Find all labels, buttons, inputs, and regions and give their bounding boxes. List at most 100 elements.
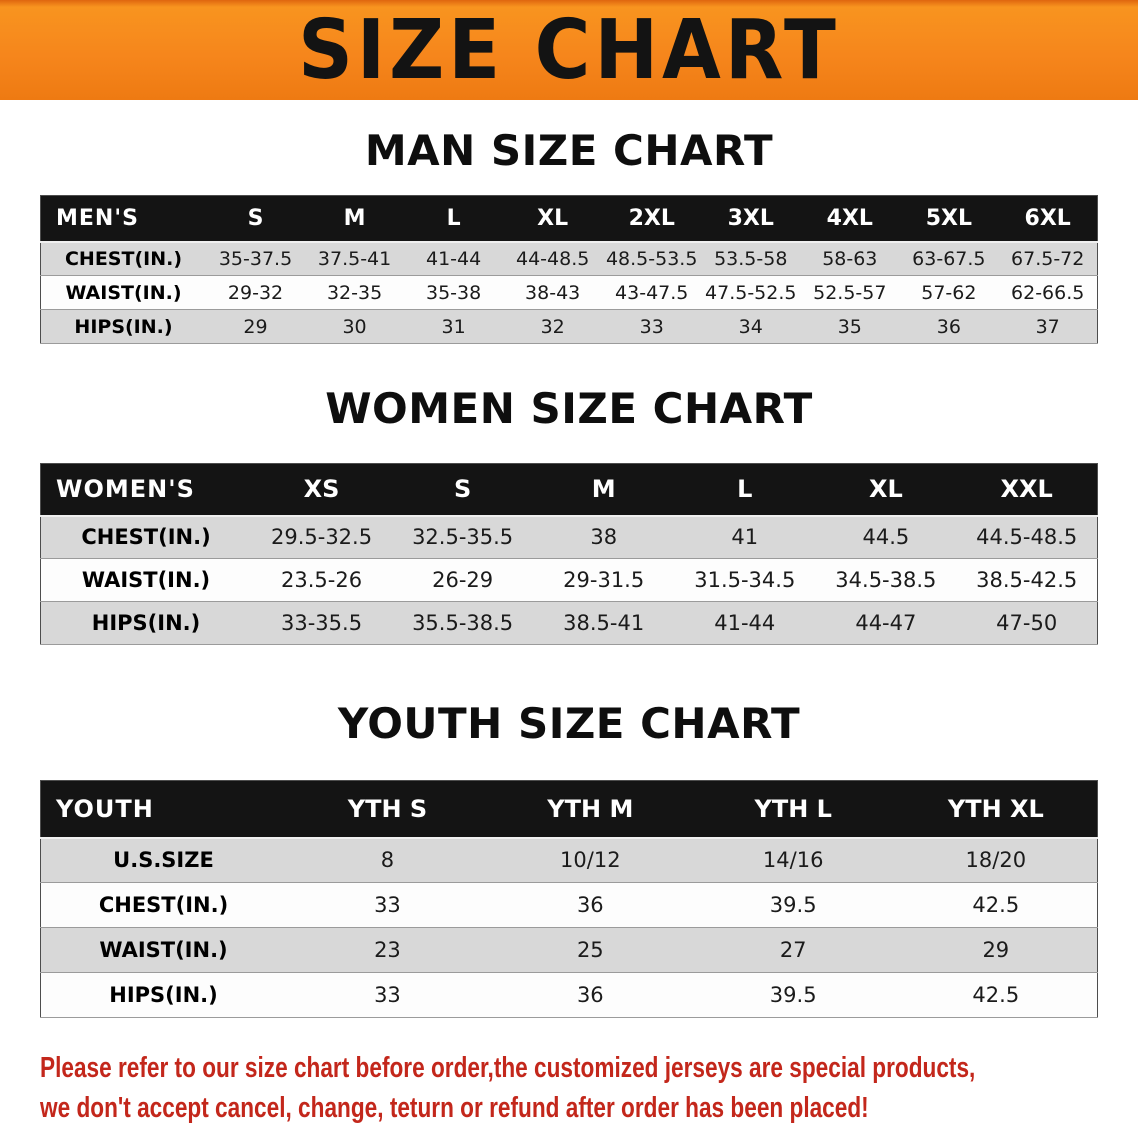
size-value-cell: 29 — [243, 315, 268, 338]
size-value-cell: 33-35.5 — [281, 611, 363, 635]
size-value-cell: 41 — [731, 525, 759, 550]
measurement-label-cell: WAIST(IN.) — [65, 281, 182, 304]
size-value-cell: 44-48.5 — [515, 247, 590, 270]
size-value-cell: 14/16 — [762, 848, 824, 873]
size-value-cell: 37 — [1035, 315, 1060, 338]
size-value-cell: 31 — [441, 315, 466, 338]
size-header-row: YOUTH YTH S YTH M YTH L YTH XL — [40, 780, 1098, 839]
measurement-label-cell: HIPS(IN.) — [109, 983, 218, 1007]
size-value-cell: 35-38 — [426, 281, 482, 304]
size-header-cell: 4XL — [800, 195, 900, 243]
measurement-row: CHEST(IN.) 33 36 39.5 42.5 — [40, 882, 1098, 928]
size-value-cell: 35 — [837, 315, 862, 338]
size-value-cell: 34 — [738, 315, 763, 338]
size-value-cell: 33 — [639, 315, 664, 338]
disclaimer-line-2: we don't accept cancel, change, teturn o… — [40, 1092, 869, 1125]
size-value-cell: 41-44 — [426, 247, 482, 270]
size-value-cell: 57-62 — [921, 281, 977, 304]
size-header-cell: YTH S — [286, 780, 489, 839]
measurement-label-cell: CHEST(IN.) — [64, 247, 183, 270]
size-header-cell: S — [392, 463, 534, 517]
size-value-cell: 41-44 — [714, 611, 776, 635]
size-header-cell: 2XL — [602, 195, 702, 243]
size-value-cell: 36 — [936, 315, 961, 338]
men-size-table: MEN'S S M L XL 2XL 3XL 4XL 5XL 6XL CHEST(IN.) 35-37… — [40, 195, 1098, 344]
size-header-cell: M — [305, 195, 405, 243]
size-value-cell: 67.5-72 — [1011, 247, 1085, 270]
size-header-cell: XL — [503, 195, 603, 243]
measurement-row: WAIST(IN.) 29-32 32-35 35-38 38-43 43-47.5 47.… — [40, 275, 1098, 310]
measurement-label-cell: CHEST(IN.) — [98, 893, 229, 917]
measurement-label-cell: HIPS(IN.) — [74, 315, 173, 338]
table-title-cell: WOMEN'S — [40, 463, 251, 517]
men-section-heading: MAN SIZE CHART — [364, 126, 774, 175]
size-value-cell: 37.5-41 — [317, 247, 392, 270]
measurement-row: U.S.SIZE 8 10/12 14/16 18/20 — [40, 837, 1098, 883]
size-header-cell: XL — [815, 463, 957, 517]
size-value-cell: 30 — [342, 315, 367, 338]
measurement-label-cell: U.S.SIZE — [113, 848, 214, 873]
page-title: SIZE CHART — [298, 1, 840, 98]
disclaimer: Please refer to our size chart before or… — [40, 1048, 1138, 1128]
size-value-cell: 26-29 — [432, 568, 494, 592]
size-value-cell: 47.5-52.5 — [705, 281, 797, 304]
size-value-cell: 43-47.5 — [615, 281, 689, 304]
size-value-cell: 44.5-48.5 — [976, 525, 1078, 550]
banner: SIZE CHART — [0, 0, 1138, 100]
size-header-cell: S — [206, 195, 306, 243]
size-value-cell: 29.5-32.5 — [270, 525, 373, 550]
size-value-cell: 31.5-34.5 — [694, 568, 796, 592]
size-value-cell: 38.5-42.5 — [976, 568, 1078, 592]
size-header-cell: YTH M — [488, 780, 692, 839]
measurement-label-cell: HIPS(IN.) — [91, 611, 201, 635]
size-value-cell: 38.5-41 — [563, 611, 645, 635]
size-value-cell: 53.5-58 — [714, 247, 788, 270]
size-header-cell: XXL — [956, 463, 1098, 517]
youth-section-heading: YOUTH SIZE CHART — [337, 699, 801, 748]
size-value-cell: 36 — [576, 893, 604, 917]
table-title-cell: MEN'S — [40, 195, 206, 243]
women-size-section: WOMEN SIZE CHART WOMEN'S XS S M L XL XXL CHEST(… — [0, 344, 1138, 645]
measurement-row: CHEST(IN.) 35-37.5 37.5-41 41-44 44-48.5 48.5… — [40, 241, 1098, 276]
size-value-cell: 8 — [380, 848, 395, 873]
size-value-cell: 39.5 — [769, 983, 817, 1007]
women-size-table: WOMEN'S XS S M L XL XXL CHEST(IN.) 29.5-32.5 32.5… — [40, 463, 1098, 645]
measurement-row: WAIST(IN.) 23.5-26 26-29 29-31.5 31.5-34.5 34… — [40, 558, 1098, 602]
size-value-cell: 38-43 — [525, 281, 581, 304]
size-header-cell: 6XL — [998, 195, 1098, 243]
men-size-section: MAN SIZE CHART MEN'S S M L XL 2XL 3XL 4XL 5XL 6XL… — [0, 100, 1138, 344]
size-header-cell: M — [533, 463, 675, 517]
youth-size-section: YOUTH SIZE CHART YOUTH YTH S YTH M YTH L YTH… — [0, 645, 1138, 1018]
size-value-cell: 23 — [374, 938, 401, 962]
size-value-cell: 47-50 — [996, 611, 1058, 635]
size-value-cell: 58-63 — [822, 247, 878, 270]
size-value-cell: 38 — [590, 525, 618, 550]
size-value-cell: 52.5-57 — [813, 281, 887, 304]
size-value-cell: 32 — [540, 315, 565, 338]
table-title-cell: YOUTH — [40, 780, 286, 839]
size-header-cell: L — [674, 463, 816, 517]
size-value-cell: 34.5-38.5 — [835, 568, 937, 592]
size-value-cell: 29-32 — [227, 281, 284, 304]
size-value-cell: 18/20 — [965, 848, 1027, 873]
women-section-heading: WOMEN SIZE CHART — [325, 384, 813, 433]
size-value-cell: 32.5-35.5 — [412, 525, 514, 550]
youth-size-table: YOUTH YTH S YTH M YTH L YTH XL U.S.SIZE 8 10/12… — [40, 780, 1098, 1018]
size-header-row: MEN'S S M L XL 2XL 3XL 4XL 5XL 6XL — [40, 195, 1098, 243]
size-value-cell: 62-66.5 — [1011, 281, 1085, 304]
measurement-label-cell: WAIST(IN.) — [81, 568, 211, 592]
size-value-cell: 29 — [982, 938, 1010, 962]
measurement-label-cell: CHEST(IN.) — [81, 525, 211, 550]
size-value-cell: 23.5-26 — [281, 568, 363, 592]
size-header-cell: L — [404, 195, 504, 243]
size-value-cell: 10/12 — [560, 848, 621, 873]
size-value-cell: 39.5 — [769, 893, 817, 917]
size-header-cell: 3XL — [701, 195, 801, 243]
measurement-row: HIPS(IN.) 29 30 31 32 33 34 35 36 37 — [40, 309, 1098, 344]
measurement-label-cell: WAIST(IN.) — [99, 938, 228, 962]
size-header-cell: YTH L — [691, 780, 895, 839]
size-value-cell: 36 — [576, 983, 604, 1007]
measurement-row: CHEST(IN.) 29.5-32.5 32.5-35.5 38 41 44.5 44.5… — [40, 515, 1098, 559]
size-value-cell: 63-67.5 — [912, 247, 986, 270]
